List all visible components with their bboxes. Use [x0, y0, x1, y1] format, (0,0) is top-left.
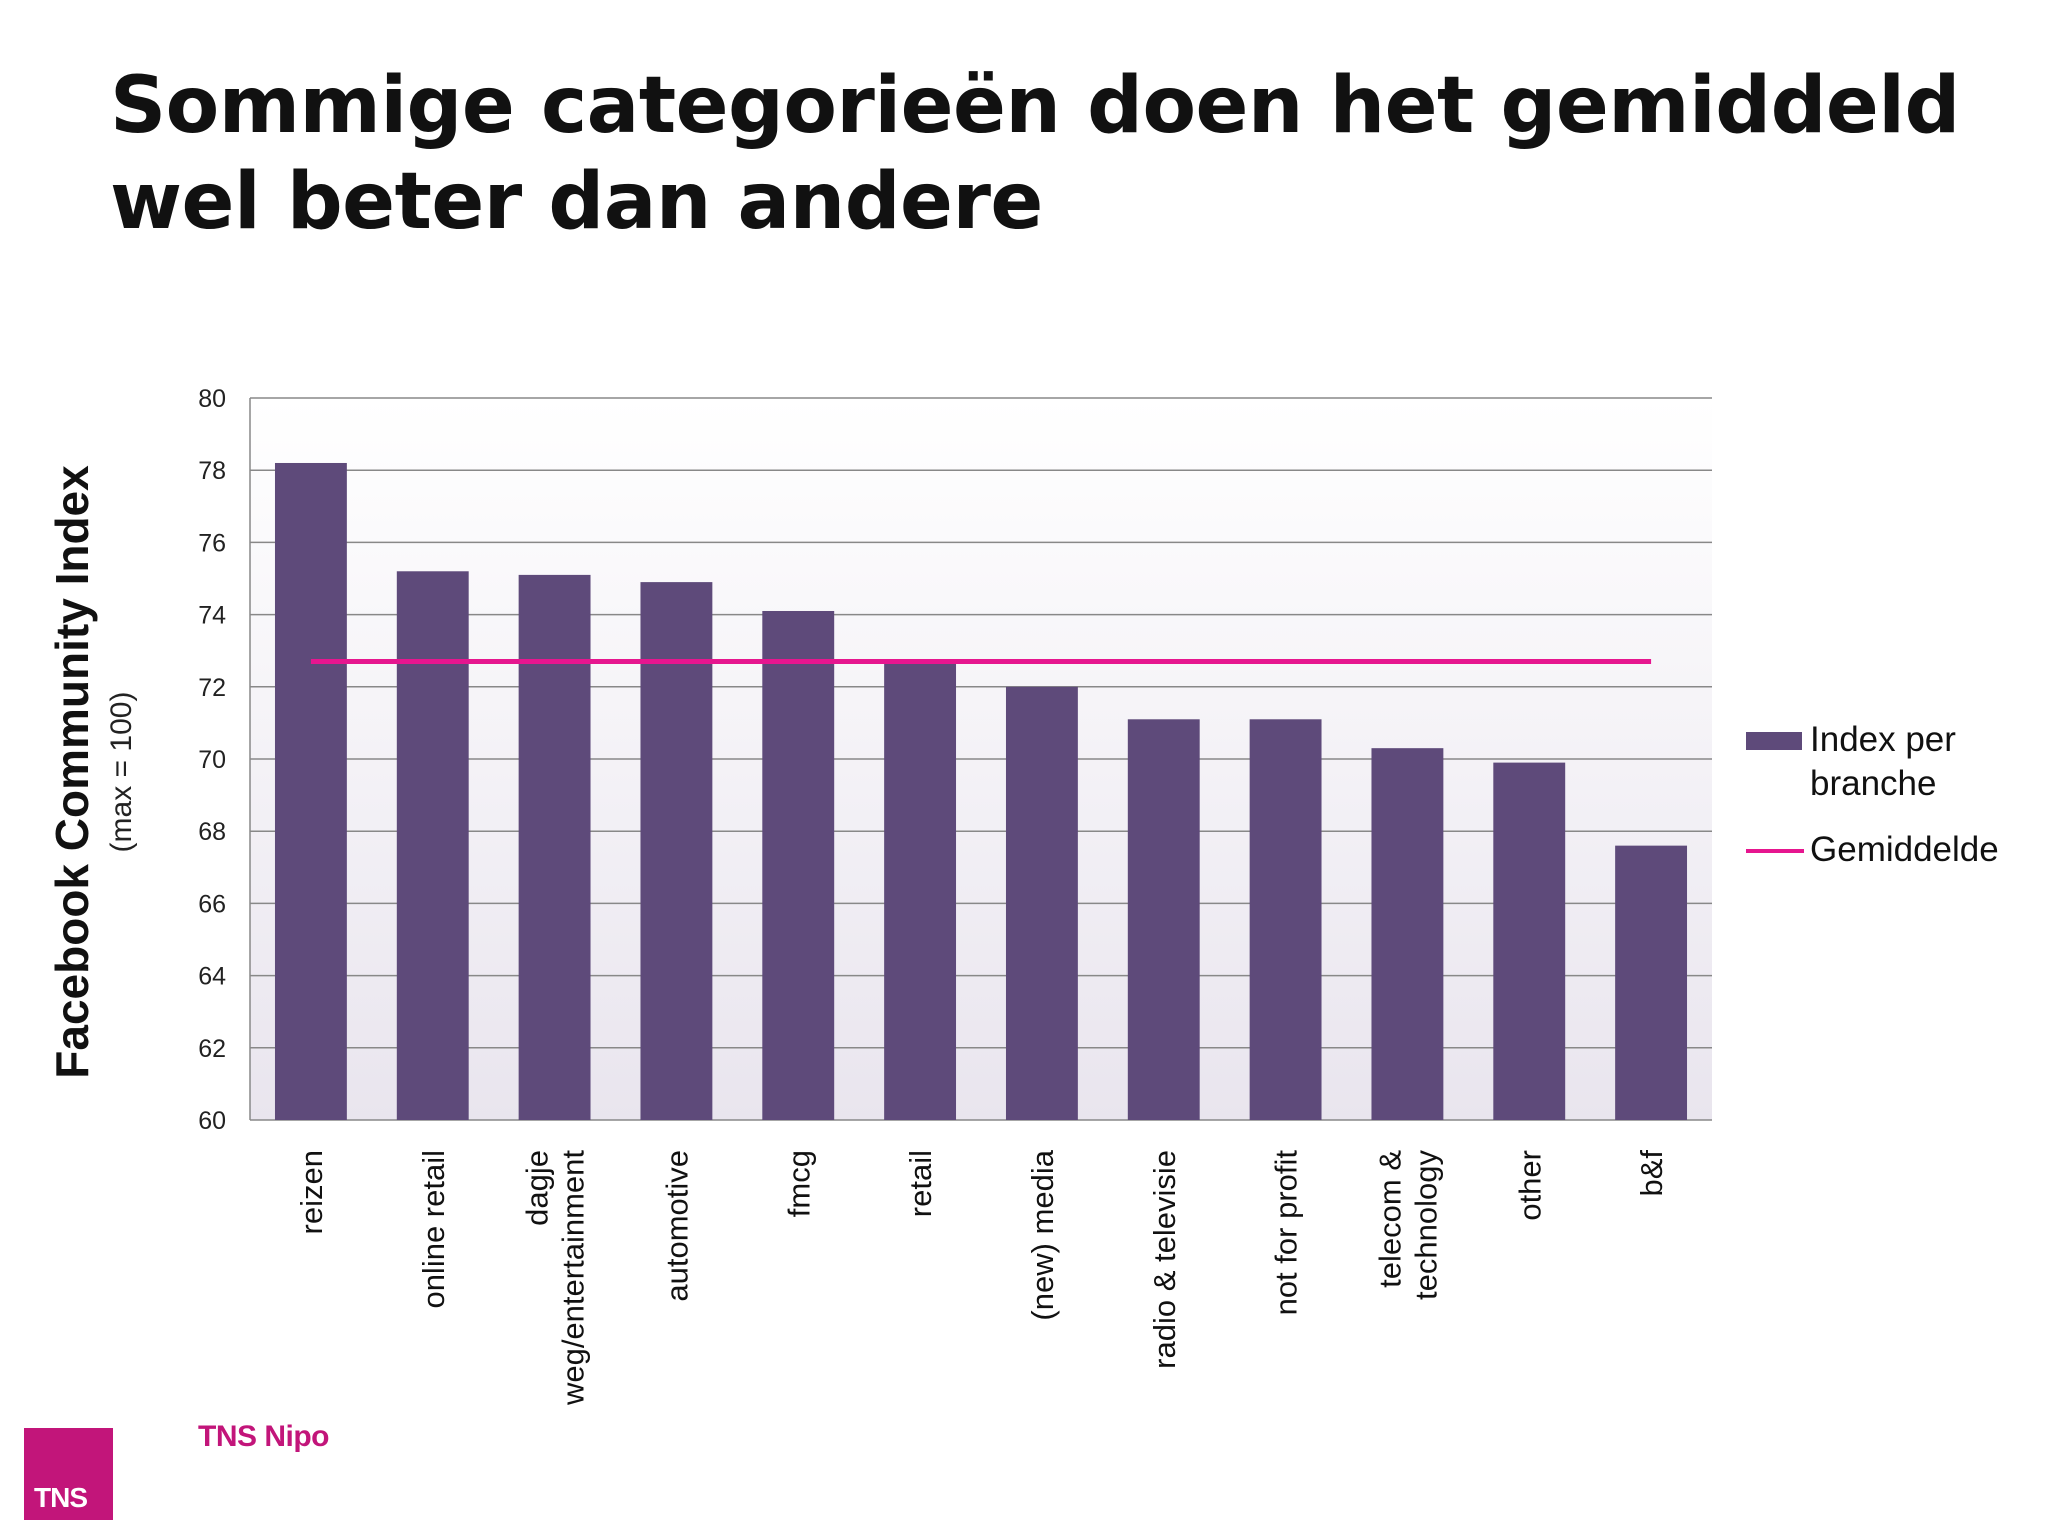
x-tick-label: radio & televisie	[1147, 1150, 1182, 1369]
y-axis-ticks: 60 62 64 66 68 70 72 74 76 78 80	[198, 385, 226, 1135]
y-tick-label: 78	[198, 457, 226, 485]
x-tick-label: b&f	[1634, 1150, 1669, 1197]
bars	[274, 462, 1688, 1121]
y-tick-label: 76	[198, 529, 226, 557]
x-tick-label: reizen	[294, 1150, 329, 1234]
y-tick-label: 66	[198, 890, 226, 918]
x-tick-label: retail	[903, 1150, 938, 1217]
tns-nipo-wordmark: TNS Nipo	[198, 1420, 330, 1453]
svg-text:(new) media: (new) media	[1025, 1149, 1060, 1320]
y-tick-label: 68	[198, 818, 226, 846]
svg-text:automotive: automotive	[659, 1150, 694, 1302]
bar	[1615, 845, 1688, 1120]
y-tick-label: 64	[198, 963, 226, 991]
x-tick-label: not for profit	[1269, 1150, 1304, 1316]
y-tick-label: 70	[198, 746, 226, 774]
y-tick-label: 80	[198, 385, 226, 413]
svg-text:reizen: reizen	[294, 1150, 329, 1234]
svg-text:b&f: b&f	[1634, 1150, 1669, 1197]
x-tick-label: (new) media	[1025, 1149, 1060, 1320]
svg-text:telecom &technology: telecom &technology	[1372, 1150, 1443, 1300]
bar	[518, 574, 591, 1120]
svg-text:other: other	[1512, 1150, 1547, 1221]
svg-text:not for profit: not for profit	[1269, 1150, 1304, 1316]
legend-line-swatch	[1746, 849, 1804, 853]
svg-text:dagjeweg/entertainment: dagjeweg/entertainment	[520, 1150, 591, 1406]
bar	[396, 571, 469, 1120]
tns-logo-text: TNS	[34, 1482, 88, 1513]
x-tick-label: online retail	[416, 1150, 451, 1309]
x-tick-label: fmcg	[781, 1150, 816, 1217]
legend-item-index: Index per branche	[1746, 718, 2030, 806]
x-tick-label: other	[1512, 1150, 1547, 1221]
bar	[640, 582, 713, 1120]
legend-label-index: Index per branche	[1810, 720, 1956, 803]
svg-text:radio & televisie: radio & televisie	[1147, 1150, 1182, 1369]
x-axis-labels: reizen online retail dagjeweg/entertainmen…	[294, 1149, 1669, 1406]
chart-legend: Index per branche Gemiddelde	[1746, 718, 2030, 872]
x-tick-label: telecom &technology	[1372, 1150, 1443, 1300]
bar	[1493, 762, 1566, 1120]
bar	[884, 661, 957, 1120]
legend-bar-swatch	[1746, 732, 1802, 750]
legend-item-average: Gemiddelde	[1746, 828, 2030, 872]
bar	[274, 462, 347, 1121]
y-tick-label: 60	[198, 1107, 226, 1135]
svg-text:online retail: online retail	[416, 1150, 451, 1309]
x-tick-label: dagjeweg/entertainment	[520, 1150, 591, 1406]
y-tick-label: 62	[198, 1035, 226, 1063]
bar	[1249, 719, 1322, 1120]
slide-title: Sommige categorieën doen het gemiddeld w…	[110, 61, 1960, 247]
svg-text:fmcg: fmcg	[781, 1150, 816, 1217]
legend-label-average: Gemiddelde	[1810, 830, 1999, 869]
bar	[762, 610, 835, 1120]
bar	[1005, 686, 1078, 1120]
svg-text:retail: retail	[903, 1150, 938, 1217]
bar	[1127, 719, 1200, 1120]
tns-logo-box: TNS	[24, 1428, 113, 1520]
gridlines	[249, 397, 1712, 1121]
y-tick-label: 72	[198, 674, 226, 702]
bar	[1371, 748, 1444, 1120]
x-tick-label: automotive	[659, 1150, 694, 1302]
y-tick-label: 74	[198, 602, 226, 630]
